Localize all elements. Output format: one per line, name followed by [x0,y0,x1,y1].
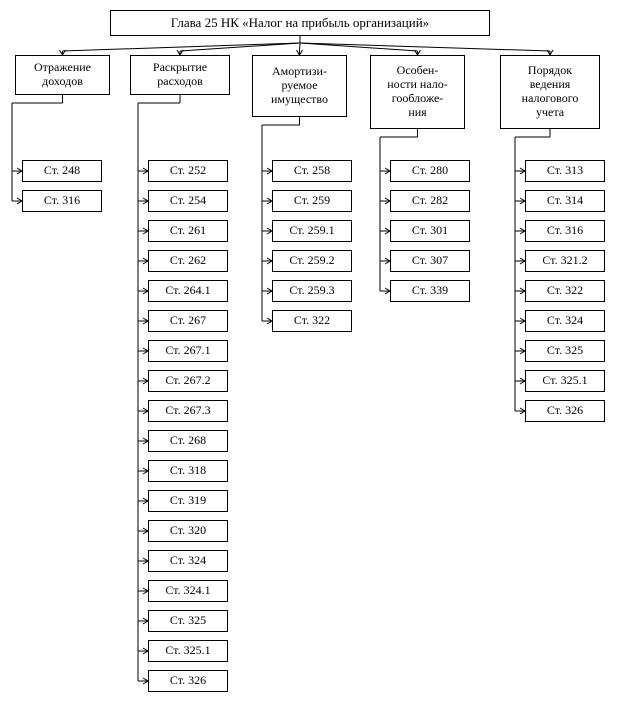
article-box: Ст. 313 [525,160,605,182]
article-box: Ст. 320 [148,520,228,542]
article-box: Ст. 301 [390,220,470,242]
article-box: Ст. 259.1 [272,220,352,242]
article-box: Ст. 326 [148,670,228,692]
article-box: Ст. 248 [22,160,102,182]
article-box: Ст. 324 [525,310,605,332]
article-box: Ст. 252 [148,160,228,182]
article-box: Ст. 254 [148,190,228,212]
article-box: Ст. 324 [148,550,228,572]
article-box: Ст. 325.1 [148,640,228,662]
article-box: Ст. 324.1 [148,580,228,602]
article-box: Ст. 282 [390,190,470,212]
article-box: Ст. 322 [525,280,605,302]
article-box: Ст. 268 [148,430,228,452]
article-box: Ст. 264.1 [148,280,228,302]
article-box: Ст. 316 [22,190,102,212]
article-box: Ст. 259.2 [272,250,352,272]
article-box: Ст. 262 [148,250,228,272]
article-box: Ст. 258 [272,160,352,182]
article-box: Ст. 267 [148,310,228,332]
article-box: Ст. 259 [272,190,352,212]
article-box: Ст. 339 [390,280,470,302]
article-box: Ст. 325 [148,610,228,632]
category-box: Амортизи- руемое имущество [252,55,347,117]
article-box: Ст. 314 [525,190,605,212]
article-box: Ст. 322 [272,310,352,332]
article-box: Ст. 325.1 [525,370,605,392]
category-box: Порядок ведения налогового учета [500,55,600,129]
article-box: Ст. 318 [148,460,228,482]
article-box: Ст. 267.1 [148,340,228,362]
article-box: Ст. 259.3 [272,280,352,302]
category-box: Раскрытие расходов [130,55,230,95]
article-box: Ст. 267.3 [148,400,228,422]
article-box: Ст. 261 [148,220,228,242]
root-box: Глава 25 НК «Налог на прибыль организаци… [110,10,490,36]
article-box: Ст. 307 [390,250,470,272]
article-box: Ст. 325 [525,340,605,362]
article-box: Ст. 280 [390,160,470,182]
article-box: Ст. 321.2 [525,250,605,272]
article-box: Ст. 326 [525,400,605,422]
article-box: Ст. 267.2 [148,370,228,392]
category-box: Отражение доходов [15,55,110,95]
category-box: Особен- ности нало- гообложе- ния [370,55,465,129]
article-box: Ст. 316 [525,220,605,242]
article-box: Ст. 319 [148,490,228,512]
